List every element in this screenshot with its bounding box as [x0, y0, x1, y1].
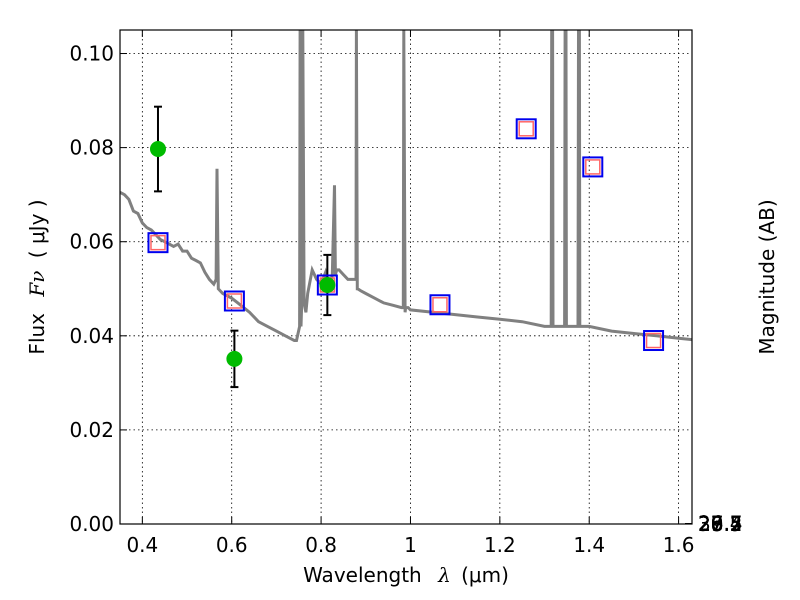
x-tick-label: 1 — [404, 533, 417, 557]
x-tick-label: 0.8 — [305, 533, 337, 557]
x-tick-label: 0.4 — [126, 533, 158, 557]
synthetic-point-inner — [585, 159, 601, 175]
y2-tick-label: 26.5 — [698, 512, 743, 536]
observed-point — [149, 141, 166, 158]
x-axis-label: Wavelength λ (μm) — [303, 563, 509, 587]
y-tick-label: 0.04 — [69, 324, 114, 348]
x-tick-label: 0.6 — [216, 533, 248, 557]
synthetic-point-square — [643, 330, 665, 352]
synthetic-point-inner — [432, 297, 448, 313]
y-tick-label: 0.02 — [69, 418, 114, 442]
synthetic-point-square — [582, 156, 604, 178]
synthetic-point-square — [223, 290, 245, 312]
y2-tick-label: 27.5 — [698, 512, 743, 536]
observed-point — [319, 276, 336, 293]
y2-tick-label: 30 — [698, 512, 723, 536]
observed-point — [226, 350, 243, 367]
model-spectrum-line — [120, 30, 692, 342]
y-axis-symbol: Fν — [25, 271, 49, 298]
axis-ticks: 0.4 0.6 0.8 1 1.2 1.4 1.6 0.00 0.02 0.04 0.06 0.08 0… — [69, 30, 743, 557]
y2-tick-label: 27.2 — [698, 512, 743, 536]
synthetic-point-inner — [226, 293, 243, 309]
y2-tick-label: 26.7 — [698, 512, 743, 536]
y2-tick-label: 29 — [698, 512, 723, 536]
y-tick-label: 0.10 — [69, 42, 114, 66]
y2-axis-label: Magnitude (AB) — [755, 199, 779, 354]
synthetic-point-inner — [150, 234, 166, 251]
x-tick-label: 1.6 — [663, 533, 695, 557]
data-points — [147, 105, 665, 389]
y-tick-label: 0.06 — [69, 230, 114, 254]
x-axis-symbol: λ — [437, 563, 451, 587]
x-axis-label-text: Wavelength — [303, 563, 422, 587]
y-axis-label: Flux Fν ( μJy ) — [25, 199, 49, 354]
x-axis-unit: (μm) — [461, 563, 509, 587]
y2-tick-label: 27 — [698, 512, 723, 536]
y2-tick-label: 28.5 — [698, 512, 743, 536]
y-axis-unit: ( μJy ) — [25, 199, 49, 258]
synthetic-point-square — [147, 232, 169, 254]
y-tick-label: 0.08 — [69, 136, 114, 160]
synthetic-point-inner — [645, 332, 662, 349]
y2-tick-label: 26.4 — [698, 512, 743, 536]
synthetic-point-square — [429, 294, 451, 316]
y-tick-label: 0.00 — [69, 512, 114, 536]
y-axis-label-text: Flux — [25, 313, 49, 355]
x-tick-label: 1.2 — [484, 533, 516, 557]
synthetic-point-inner — [518, 121, 534, 137]
y2-tick-label: 28 — [698, 512, 723, 536]
synthetic-point-square — [515, 118, 537, 140]
synthetic-point-square — [316, 274, 338, 296]
x-tick-label: 1.4 — [573, 533, 605, 557]
plot-frame — [119, 29, 693, 525]
